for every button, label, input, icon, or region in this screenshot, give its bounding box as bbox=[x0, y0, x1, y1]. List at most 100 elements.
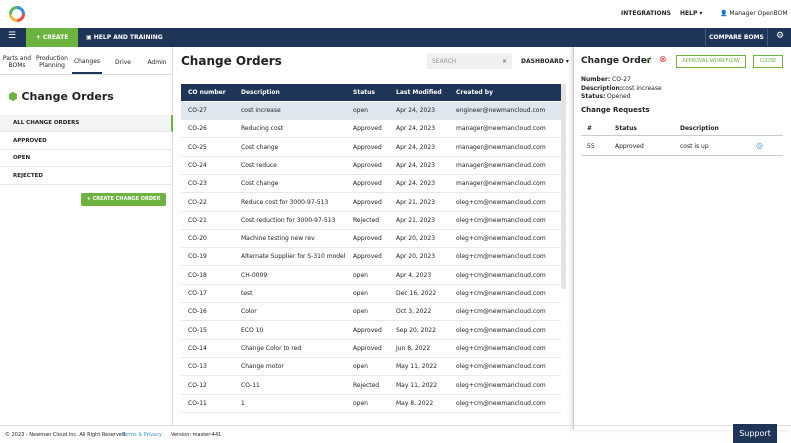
filter[interactable]: REJECTED bbox=[0, 168, 173, 185]
logo bbox=[9, 6, 25, 22]
field-label: Status: bbox=[581, 93, 606, 100]
tab[interactable]: Production Planning bbox=[36, 55, 68, 69]
settings[interactable]: ⚙ bbox=[776, 31, 785, 41]
table-row[interactable]: CO-22 Reduce cost for 3000-97-513 Approved… bbox=[181, 194, 561, 212]
filter[interactable]: APPROVED bbox=[0, 133, 173, 150]
table-row[interactable]: CO-24 Cost reduce Approved Apr 24, 2023 mana… bbox=[181, 157, 561, 175]
field-value: cost increase bbox=[622, 84, 662, 92]
sidebar-title-text: Change Orders bbox=[21, 90, 114, 103]
tab[interactable]: Admin bbox=[147, 58, 167, 66]
approval-workflow[interactable]: APPROVAL WORKFLOW bbox=[676, 55, 746, 68]
table-row[interactable]: CO-27 cost increase open Apr 24, 2023 engine… bbox=[181, 102, 561, 120]
cell: Approved bbox=[353, 235, 382, 243]
integrations[interactable]: INTEGRATIONS bbox=[621, 10, 671, 17]
cell: CO-11 bbox=[188, 399, 207, 407]
cell: test bbox=[241, 290, 253, 297]
cell: CO-21 bbox=[188, 216, 207, 224]
table-row[interactable]: CO-23 Cost change Approved Apr 24, 2023 mana… bbox=[181, 175, 561, 194]
cell: CO-19 bbox=[188, 253, 207, 261]
menu-icon[interactable]: ☰ bbox=[8, 31, 17, 41]
reject-icon[interactable]: ⊗ bbox=[659, 55, 667, 65]
cell: Cost change bbox=[241, 143, 279, 151]
cell: Oct 3, 2022 bbox=[396, 308, 432, 316]
cell: manager@newmancloud.com bbox=[456, 180, 546, 188]
help-training[interactable]: ▣ HELP AND TRAINING bbox=[86, 34, 163, 41]
terms[interactable]: Terms & Privacy bbox=[122, 432, 162, 438]
dashboard[interactable]: DASHBOARD ▾ bbox=[521, 58, 569, 65]
table-row[interactable]: CO-15 ECO 10 Approved Sep 20, 2022 oleg+cm@n… bbox=[181, 322, 561, 340]
cell: May 8, 2022 bbox=[396, 399, 434, 407]
table-row[interactable]: CO-20 Machine testing new rev Approved Apr … bbox=[181, 230, 561, 249]
requests-header-bg bbox=[581, 120, 783, 136]
user-menu[interactable]: 👤 Manager OpenBOM bbox=[720, 10, 788, 17]
create-change-order-label: CREATE CHANGE ORDER bbox=[92, 196, 161, 202]
field-value: Opened bbox=[607, 93, 631, 100]
cell: CO-17 bbox=[188, 290, 207, 297]
cell: Dec 16, 2022 bbox=[396, 290, 437, 297]
column-header[interactable]: Status bbox=[353, 89, 375, 96]
column-header[interactable]: Description bbox=[241, 89, 280, 96]
table-row[interactable]: CO-14 Change Color to red Approved Jun 8, 2… bbox=[181, 340, 561, 358]
cell: Color bbox=[241, 308, 257, 316]
help-training-label: HELP AND TRAINING bbox=[93, 34, 163, 41]
tab[interactable]: Parts and BOMs bbox=[2, 55, 32, 69]
create-label: CREATE bbox=[42, 34, 69, 41]
table-row[interactable]: CO-25 Cost change Approved Apr 24, 2023 mana… bbox=[181, 139, 561, 157]
filter[interactable]: ALL CHANGE ORDERS bbox=[0, 115, 173, 132]
scrollbar bbox=[561, 84, 566, 289]
cell: CO-26 bbox=[188, 125, 207, 133]
table-row[interactable]: CO-19 Alternate Supplier for S-310 model A… bbox=[181, 248, 561, 267]
detail-title: Change Order bbox=[581, 56, 652, 66]
cell: open bbox=[353, 399, 368, 407]
cell: Change motor bbox=[241, 363, 284, 371]
tab[interactable]: Changes bbox=[72, 50, 102, 74]
tab-divider bbox=[0, 74, 173, 75]
support[interactable]: Support bbox=[733, 424, 777, 443]
cell: oleg+cm@newmancloud.com bbox=[456, 235, 546, 243]
cell: CO-18 bbox=[188, 271, 207, 279]
requests-header: Description bbox=[680, 125, 719, 132]
dashboard-label: DASHBOARD bbox=[521, 58, 564, 65]
request-view[interactable]: ◎ bbox=[756, 141, 763, 150]
column-header[interactable]: CO number bbox=[188, 89, 226, 96]
cell: Apr 20, 2023 bbox=[396, 235, 436, 243]
table-row[interactable]: CO-12 CO-11 Rejected May 11, 2022 oleg+cm@ne… bbox=[181, 377, 561, 395]
user-name: Manager OpenBOM bbox=[729, 10, 788, 17]
cell: manager@newmancloud.com bbox=[456, 161, 546, 169]
cell: Apr 24, 2023 bbox=[396, 161, 436, 169]
help-menu[interactable]: HELP ▾ bbox=[680, 10, 703, 17]
tab[interactable]: Drive bbox=[115, 58, 131, 66]
create-change-order[interactable]: + CREATE CHANGE ORDER bbox=[81, 193, 166, 206]
cell: Approved bbox=[353, 326, 382, 334]
table-row[interactable]: CO-17 test open Dec 16, 2022 oleg+cm@newmanc… bbox=[181, 285, 561, 303]
cell: open bbox=[353, 107, 368, 114]
filter[interactable]: OPEN bbox=[0, 150, 173, 167]
approve-icon[interactable]: ✓ bbox=[645, 55, 653, 65]
cell: Approved bbox=[353, 180, 382, 188]
create-button[interactable]: + CREATE bbox=[26, 28, 78, 47]
cell: May 11, 2022 bbox=[396, 363, 438, 371]
cell: CO-12 bbox=[188, 381, 207, 389]
search-box[interactable]: SEARCH × bbox=[427, 53, 512, 69]
compare-boms[interactable]: COMPARE BOMS bbox=[705, 28, 768, 47]
footer bbox=[0, 425, 791, 443]
main-title: Change Orders bbox=[181, 54, 282, 68]
table-row[interactable]: CO-18 CH-0009 open Apr 4, 2023 oleg+cm@newma… bbox=[181, 267, 561, 285]
table-header bbox=[181, 84, 561, 101]
cell: open bbox=[353, 363, 368, 371]
search-placeholder: SEARCH bbox=[432, 58, 457, 65]
cell: Rejected bbox=[353, 216, 380, 224]
close-button[interactable]: CLOSE bbox=[753, 55, 783, 68]
table-row[interactable]: CO-21 Cost reduction for 3000-97-513 Rejec… bbox=[181, 212, 561, 230]
cell: Approved bbox=[353, 198, 382, 206]
column-header[interactable]: Last Modified bbox=[396, 89, 442, 96]
sidebar bbox=[0, 47, 173, 425]
request-row bbox=[581, 138, 783, 156]
requests-header: Status bbox=[615, 125, 637, 132]
table-row[interactable]: CO-13 Change motor open May 11, 2022 oleg+cm… bbox=[181, 358, 561, 377]
column-header[interactable]: Created by bbox=[456, 89, 494, 96]
table-row[interactable]: CO-26 Reducing cost Approved Apr 24, 2023 ma… bbox=[181, 120, 561, 139]
table-row[interactable]: CO-11 1 open May 8, 2022 oleg+cm@newmancloud… bbox=[181, 395, 561, 413]
table-row[interactable]: CO-16 Color open Oct 3, 2022 oleg+cm@newmanc… bbox=[181, 303, 561, 322]
cell: Sep 20, 2022 bbox=[396, 326, 436, 334]
